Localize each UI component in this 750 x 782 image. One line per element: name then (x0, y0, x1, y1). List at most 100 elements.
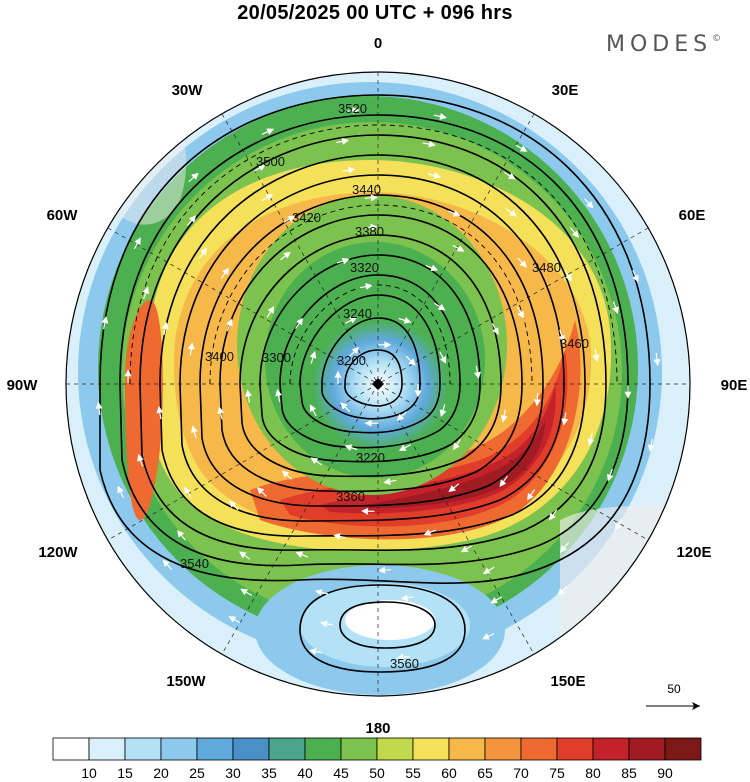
wind-vector-head (370, 194, 378, 202)
wind-vector-head (95, 401, 103, 409)
wind-vector-head (439, 113, 447, 120)
contour-label: 3300 (262, 350, 291, 365)
wind-vector-head (222, 267, 229, 276)
colorbar-swatch (376, 737, 414, 761)
colorbar-tick-label: 40 (297, 765, 313, 781)
wind-vector-head (587, 438, 595, 447)
wind-vector-head (517, 310, 524, 319)
pole-marker (372, 378, 384, 390)
contour-label: 3320 (350, 260, 379, 275)
colorbar-tick-label: 35 (261, 765, 277, 781)
wind-vector-head (549, 512, 556, 521)
colorbar-swatch (160, 737, 198, 761)
lon-label-0: 0 (374, 35, 382, 52)
wind-vector-head (430, 264, 439, 272)
contour-label: 3560 (390, 656, 419, 671)
wind-vector-head (117, 485, 124, 494)
colorbar-swatch (412, 737, 450, 761)
colorbar-swatch (304, 737, 342, 761)
wind-vector-head (161, 321, 169, 330)
wind-vector-head (229, 500, 237, 508)
wind-vector-head (507, 172, 516, 180)
wind-vector-head (527, 492, 534, 501)
wind-vector-head (364, 419, 372, 427)
modes-logo: MODES© (606, 32, 721, 57)
wind-vector-head (453, 442, 460, 451)
wind-vector-head (101, 316, 109, 324)
reference-arrow-head (692, 702, 700, 710)
wind-vector-head (245, 389, 252, 397)
lon-label-120w: 120W (38, 544, 78, 561)
wind-vector-head (460, 545, 469, 553)
wind-vector-head (561, 418, 569, 426)
colorbar-tick-label: 15 (117, 765, 133, 781)
wind-vector-head (266, 128, 275, 135)
wind-vector-head (612, 306, 619, 315)
wind-vector-head (615, 522, 622, 531)
contour-label: 3460 (560, 336, 589, 351)
wind-vector-head (448, 485, 456, 493)
wind-vector-head (396, 413, 405, 422)
wind-vector-head (137, 453, 144, 462)
wind-vector-head (571, 230, 579, 238)
wind-vector-head (403, 317, 412, 324)
wind-vector-head (361, 507, 369, 515)
wind-vector-head (177, 530, 185, 538)
wind-vector-head (586, 200, 594, 209)
wind-vector-head (162, 559, 170, 568)
wind-vector-head (226, 318, 233, 327)
wind-vector-head (341, 137, 350, 145)
wind-vector-head (156, 405, 164, 414)
wind-vector-head (474, 371, 481, 380)
height-contours (99, 94, 651, 673)
wind-vector-head (456, 245, 465, 252)
wind-vector-head (309, 648, 317, 655)
wind-vector-head (396, 653, 404, 661)
wind-vector-head (124, 369, 132, 377)
lon-label-90w: 90W (7, 377, 39, 394)
colorbar-swatch (232, 737, 270, 761)
wind-vector-head (142, 286, 150, 295)
contour-label: 3440 (352, 182, 381, 197)
wind-vector-head (400, 594, 409, 602)
wind-vector-head (200, 247, 207, 256)
wind-vector-head (340, 402, 348, 410)
colorbar-tick-label: 45 (333, 765, 349, 781)
colorbar-tick-label: 50 (369, 765, 385, 781)
colorbar-boxes (52, 737, 702, 761)
wind-vector-head (437, 303, 446, 311)
wind-vector-head (423, 529, 432, 536)
wind-vector-head (384, 341, 392, 349)
wind-vector-head (509, 209, 517, 217)
wind-vector-head (439, 409, 447, 417)
wind-vector-head (383, 478, 391, 485)
wind-vector-head (184, 486, 191, 495)
colorbar-swatch (124, 737, 162, 761)
wind-vector-head (352, 107, 360, 115)
wind-vector-head (370, 223, 378, 231)
lon-label-60w: 60W (47, 207, 79, 224)
map-title: 20/05/2025 00 UTC + 096 hrs (237, 2, 513, 24)
colorbar-tick-label: 70 (513, 765, 529, 781)
wind-vector-head (592, 354, 600, 363)
lon-label-150w: 150W (166, 673, 206, 690)
longitude-labels: 0 30E 60E 90E 120E 150E 180 150W 120W 90… (7, 35, 748, 737)
wind-vector-head (565, 273, 572, 282)
wind-vector-head (558, 334, 565, 343)
wind-vector-head (499, 479, 507, 487)
colorbar-swatch (628, 737, 666, 761)
colorbar-tick-label: 55 (405, 765, 421, 781)
wind-vector-head (240, 588, 249, 596)
wind-vector-head (632, 274, 639, 283)
wind-vector-head (647, 444, 655, 452)
wind-vector-head (258, 164, 266, 171)
contour-label: 3400 (205, 349, 234, 364)
wind-vector-head (452, 210, 461, 217)
wind-vector-head (275, 388, 282, 397)
reference-vector-label: 50 (667, 682, 681, 696)
wind-vector-head (349, 317, 358, 324)
wind-vector-head (228, 616, 237, 623)
wind-vector-head (265, 193, 274, 201)
colorbar-tick-label: 10 (81, 765, 97, 781)
